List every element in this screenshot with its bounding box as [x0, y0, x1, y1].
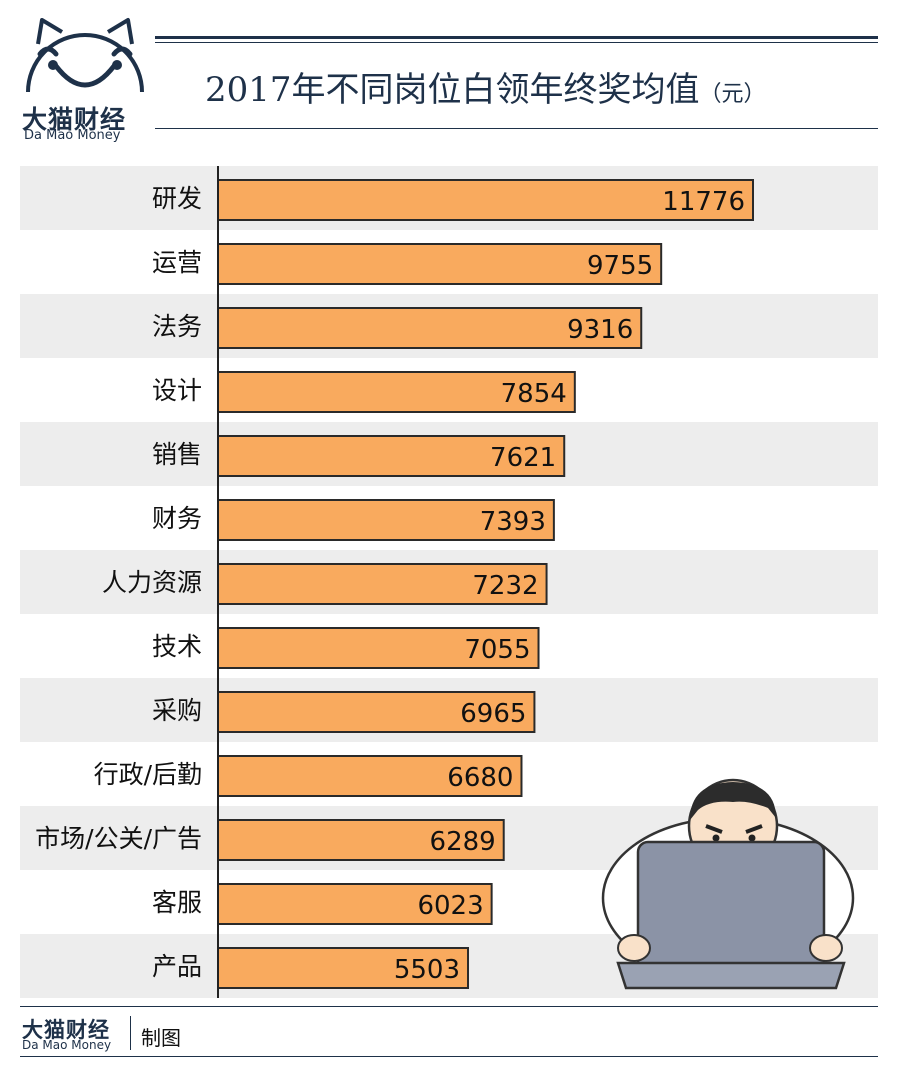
category-label: 市场/公关/广告 [35, 824, 202, 853]
category-label: 设计 [152, 376, 202, 405]
chart-unit: （元） [700, 82, 766, 107]
category-label: 采购 [152, 696, 202, 725]
category-label: 客服 [152, 888, 202, 917]
footer-rule [20, 1006, 878, 1007]
bar-value-label: 7055 [464, 635, 530, 665]
header-rule [155, 36, 878, 39]
bar-value-label: 6289 [430, 827, 496, 857]
bar-value-label: 5503 [394, 955, 460, 985]
footer-rule-bottom [20, 1056, 878, 1057]
category-label: 人力资源 [102, 568, 202, 597]
category-label: 法务 [152, 312, 202, 341]
footer-credit: 制图 [141, 1022, 181, 1051]
bar-value-label: 7621 [490, 443, 556, 473]
bar-value-label: 9755 [587, 251, 653, 281]
bar-value-label: 6680 [447, 763, 513, 793]
bar-value-label: 7393 [480, 507, 546, 537]
chart-title: 2017年不同岗位白领年终奖均值（元） [205, 62, 766, 111]
person-at-laptop-illustration [598, 778, 860, 998]
brand-name-en: Da Mao Money [24, 128, 120, 143]
bar-value-label: 7854 [501, 379, 567, 409]
category-label: 行政/后勤 [94, 760, 202, 789]
bar-value-label: 7232 [472, 571, 538, 601]
header-rule-thin [155, 42, 878, 43]
chart-title-text: 2017年不同岗位白领年终奖均值 [205, 70, 700, 110]
bar-value-label: 9316 [567, 315, 633, 345]
category-label: 运营 [152, 248, 202, 277]
category-label: 财务 [152, 504, 202, 533]
category-label: 销售 [152, 440, 202, 469]
footer-brand-name-en: Da Mao Money [22, 1038, 111, 1052]
header-rule-bottom [155, 128, 878, 129]
category-label: 技术 [152, 632, 202, 661]
bar-value-label: 6023 [417, 891, 483, 921]
footer-divider [130, 1016, 131, 1050]
bar-value-label: 6965 [460, 699, 526, 729]
bar-value-label: 11776 [662, 187, 745, 217]
category-label: 研发 [152, 184, 202, 213]
category-label: 产品 [152, 952, 202, 981]
